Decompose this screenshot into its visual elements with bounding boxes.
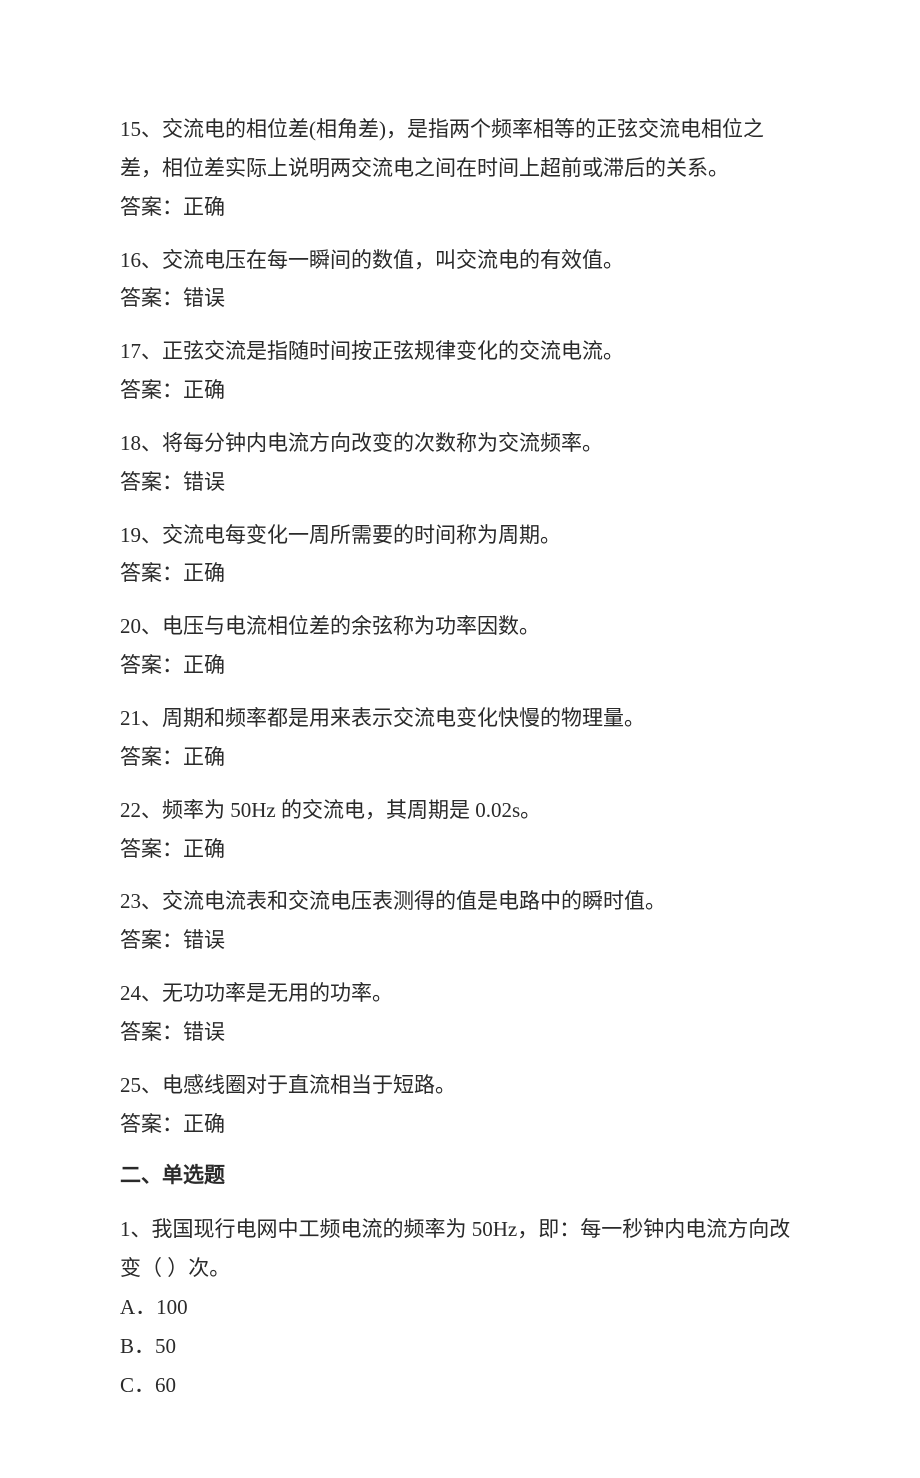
answer-line: 答案：正确	[120, 646, 800, 685]
option-label: C．	[120, 1373, 155, 1397]
answer-value: 正确	[183, 837, 225, 861]
option-label: A．	[120, 1295, 156, 1319]
question-21: 21、周期和频率都是用来表示交流电变化快慢的物理量。 答案：正确	[120, 699, 800, 777]
answer-line: 答案：正确	[120, 738, 800, 777]
question-text: 1、我国现行电网中工频电流的频率为 50Hz，即：每一秒钟内电流方向改变（ ）次…	[120, 1210, 800, 1288]
question-19: 19、交流电每变化一周所需要的时间称为周期。 答案：正确	[120, 516, 800, 594]
question-body: 电压与电流相位差的余弦称为功率因数。	[162, 614, 540, 638]
answer-value: 错误	[183, 1020, 225, 1044]
question-body: 交流电压在每一瞬间的数值，叫交流电的有效值。	[162, 248, 624, 272]
answer-line: 答案：正确	[120, 188, 800, 227]
answer-line: 答案：正确	[120, 554, 800, 593]
answer-label: 答案：	[120, 837, 183, 861]
question-number: 19、	[120, 523, 162, 547]
question-body: 我国现行电网中工频电流的频率为 50Hz，即：每一秒钟内电流方向改变（ ）次。	[120, 1217, 790, 1280]
question-number: 18、	[120, 431, 162, 455]
question-number: 24、	[120, 981, 162, 1005]
option-text: 50	[155, 1334, 176, 1358]
question-number: 16、	[120, 248, 162, 272]
question-body: 电感线圈对于直流相当于短路。	[162, 1073, 456, 1097]
answer-label: 答案：	[120, 653, 183, 677]
answer-value: 错误	[183, 470, 225, 494]
answer-label: 答案：	[120, 745, 183, 769]
answer-label: 答案：	[120, 1020, 183, 1044]
question-text: 19、交流电每变化一周所需要的时间称为周期。	[120, 516, 800, 555]
answer-label: 答案：	[120, 378, 183, 402]
question-body: 交流电每变化一周所需要的时间称为周期。	[162, 523, 561, 547]
single-choice-section: 1、我国现行电网中工频电流的频率为 50Hz，即：每一秒钟内电流方向改变（ ）次…	[120, 1210, 800, 1404]
answer-line: 答案：正确	[120, 830, 800, 869]
question-16: 16、交流电压在每一瞬间的数值，叫交流电的有效值。 答案：错误	[120, 241, 800, 319]
question-text: 17、正弦交流是指随时间按正弦规律变化的交流电流。	[120, 332, 800, 371]
answer-label: 答案：	[120, 561, 183, 585]
question-text: 20、电压与电流相位差的余弦称为功率因数。	[120, 607, 800, 646]
question-17: 17、正弦交流是指随时间按正弦规律变化的交流电流。 答案：正确	[120, 332, 800, 410]
question-text: 18、将每分钟内电流方向改变的次数称为交流频率。	[120, 424, 800, 463]
question-text: 24、无功功率是无用的功率。	[120, 974, 800, 1013]
question-text: 22、频率为 50Hz 的交流电，其周期是 0.02s。	[120, 791, 800, 830]
answer-value: 正确	[183, 745, 225, 769]
option-b: B．50	[120, 1327, 800, 1366]
answer-line: 答案：错误	[120, 921, 800, 960]
question-18: 18、将每分钟内电流方向改变的次数称为交流频率。 答案：错误	[120, 424, 800, 502]
answer-label: 答案：	[120, 1112, 183, 1136]
question-body: 频率为 50Hz 的交流电，其周期是 0.02s。	[162, 798, 541, 822]
question-body: 交流电的相位差(相角差)，是指两个频率相等的正弦交流电相位之差，相位差实际上说明…	[120, 117, 764, 180]
question-number: 1、	[120, 1217, 152, 1241]
option-c: C．60	[120, 1366, 800, 1405]
question-number: 25、	[120, 1073, 162, 1097]
answer-label: 答案：	[120, 195, 183, 219]
answer-label: 答案：	[120, 470, 183, 494]
answer-line: 答案：错误	[120, 279, 800, 318]
answer-value: 错误	[183, 286, 225, 310]
question-text: 21、周期和频率都是用来表示交流电变化快慢的物理量。	[120, 699, 800, 738]
option-text: 100	[156, 1295, 188, 1319]
question-23: 23、交流电流表和交流电压表测得的值是电路中的瞬时值。 答案：错误	[120, 882, 800, 960]
answer-value: 正确	[183, 378, 225, 402]
question-body: 周期和频率都是用来表示交流电变化快慢的物理量。	[162, 706, 645, 730]
question-22: 22、频率为 50Hz 的交流电，其周期是 0.02s。 答案：正确	[120, 791, 800, 869]
answer-line: 答案：正确	[120, 371, 800, 410]
answer-value: 正确	[183, 653, 225, 677]
question-number: 15、	[120, 117, 162, 141]
answer-label: 答案：	[120, 928, 183, 952]
answer-label: 答案：	[120, 286, 183, 310]
question-body: 交流电流表和交流电压表测得的值是电路中的瞬时值。	[162, 889, 666, 913]
question-text: 15、交流电的相位差(相角差)，是指两个频率相等的正弦交流电相位之差，相位差实际…	[120, 110, 800, 188]
option-a: A．100	[120, 1288, 800, 1327]
answer-value: 正确	[183, 195, 225, 219]
question-text: 25、电感线圈对于直流相当于短路。	[120, 1066, 800, 1105]
mc-question-1: 1、我国现行电网中工频电流的频率为 50Hz，即：每一秒钟内电流方向改变（ ）次…	[120, 1210, 800, 1404]
question-20: 20、电压与电流相位差的余弦称为功率因数。 答案：正确	[120, 607, 800, 685]
question-body: 正弦交流是指随时间按正弦规律变化的交流电流。	[162, 339, 624, 363]
answer-value: 错误	[183, 928, 225, 952]
answer-value: 正确	[183, 561, 225, 585]
option-text: 60	[155, 1373, 176, 1397]
answer-line: 答案：错误	[120, 463, 800, 502]
true-false-section: 15、交流电的相位差(相角差)，是指两个频率相等的正弦交流电相位之差，相位差实际…	[120, 110, 800, 1143]
question-number: 23、	[120, 889, 162, 913]
answer-line: 答案：正确	[120, 1105, 800, 1144]
question-25: 25、电感线圈对于直流相当于短路。 答案：正确	[120, 1066, 800, 1144]
section-2-header: 二、单选题	[120, 1157, 800, 1196]
question-body: 将每分钟内电流方向改变的次数称为交流频率。	[162, 431, 603, 455]
answer-value: 正确	[183, 1112, 225, 1136]
question-body: 无功功率是无用的功率。	[162, 981, 393, 1005]
question-15: 15、交流电的相位差(相角差)，是指两个频率相等的正弦交流电相位之差，相位差实际…	[120, 110, 800, 227]
question-24: 24、无功功率是无用的功率。 答案：错误	[120, 974, 800, 1052]
question-text: 16、交流电压在每一瞬间的数值，叫交流电的有效值。	[120, 241, 800, 280]
question-number: 20、	[120, 614, 162, 638]
question-number: 21、	[120, 706, 162, 730]
answer-line: 答案：错误	[120, 1013, 800, 1052]
question-number: 22、	[120, 798, 162, 822]
question-number: 17、	[120, 339, 162, 363]
question-text: 23、交流电流表和交流电压表测得的值是电路中的瞬时值。	[120, 882, 800, 921]
option-label: B．	[120, 1334, 155, 1358]
